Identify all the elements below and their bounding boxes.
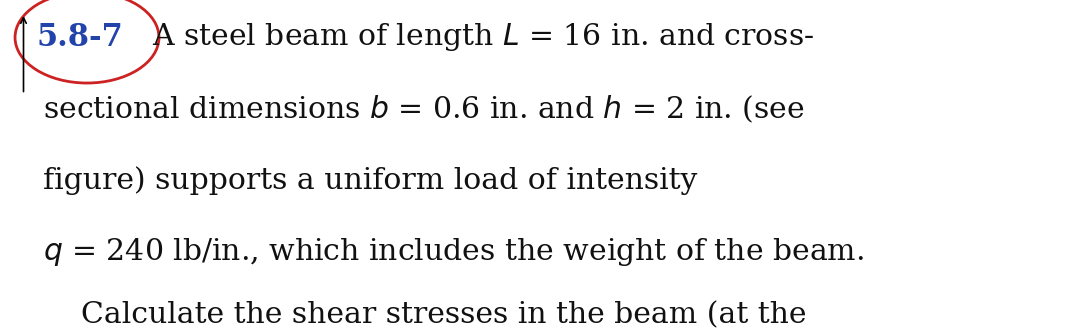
- Text: figure) supports a uniform load of intensity: figure) supports a uniform load of inten…: [42, 166, 697, 195]
- Text: sectional dimensions $b$ = 0.6 in. and $h$ = 2 in. (see: sectional dimensions $b$ = 0.6 in. and $…: [42, 93, 805, 125]
- Text: $q$ = 240 lb/in., which includes the weight of the beam.: $q$ = 240 lb/in., which includes the wei…: [42, 236, 864, 268]
- Text: Calculate the shear stresses in the beam (at the: Calculate the shear stresses in the beam…: [42, 302, 806, 330]
- Text: A steel beam of length $L$ = 16 in. and cross-: A steel beam of length $L$ = 16 in. and …: [151, 22, 814, 53]
- Text: 5.8-7: 5.8-7: [37, 22, 123, 53]
